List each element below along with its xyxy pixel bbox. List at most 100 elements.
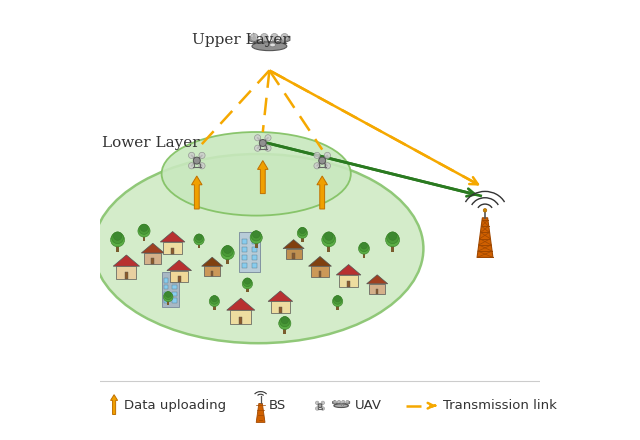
Circle shape xyxy=(223,246,232,253)
Circle shape xyxy=(255,135,260,141)
Polygon shape xyxy=(279,307,282,313)
Polygon shape xyxy=(239,316,243,323)
FancyArrow shape xyxy=(191,176,202,209)
Polygon shape xyxy=(271,301,290,313)
Circle shape xyxy=(199,152,205,158)
Polygon shape xyxy=(171,248,174,254)
Polygon shape xyxy=(211,271,214,276)
Circle shape xyxy=(242,279,253,289)
Polygon shape xyxy=(167,299,170,305)
Polygon shape xyxy=(292,253,295,259)
Circle shape xyxy=(281,33,289,41)
Circle shape xyxy=(243,278,252,286)
Circle shape xyxy=(195,234,204,242)
Circle shape xyxy=(196,234,202,240)
Text: Transmission link: Transmission link xyxy=(443,399,557,412)
Text: UAV: UAV xyxy=(355,399,382,412)
Polygon shape xyxy=(336,264,361,275)
Polygon shape xyxy=(256,403,265,422)
Circle shape xyxy=(164,292,172,300)
Circle shape xyxy=(271,33,278,41)
Polygon shape xyxy=(285,249,301,259)
Polygon shape xyxy=(308,257,332,266)
Polygon shape xyxy=(252,239,257,244)
Polygon shape xyxy=(347,281,350,287)
Polygon shape xyxy=(477,218,493,257)
Circle shape xyxy=(221,246,234,260)
Polygon shape xyxy=(342,401,349,407)
Circle shape xyxy=(265,135,271,141)
Ellipse shape xyxy=(161,132,351,216)
Polygon shape xyxy=(283,240,304,249)
Polygon shape xyxy=(252,255,257,260)
Polygon shape xyxy=(252,263,257,268)
Circle shape xyxy=(265,145,271,151)
Polygon shape xyxy=(319,271,321,277)
Polygon shape xyxy=(271,36,290,48)
Polygon shape xyxy=(226,255,229,264)
Circle shape xyxy=(333,400,337,403)
Text: Lower Layer: Lower Layer xyxy=(102,136,200,150)
Circle shape xyxy=(194,235,204,245)
Polygon shape xyxy=(301,235,303,242)
Polygon shape xyxy=(178,276,180,282)
Ellipse shape xyxy=(93,154,424,343)
Circle shape xyxy=(199,163,205,169)
Circle shape xyxy=(358,243,369,254)
Polygon shape xyxy=(339,275,358,287)
Circle shape xyxy=(250,231,262,244)
Polygon shape xyxy=(202,257,223,266)
Polygon shape xyxy=(246,286,248,293)
Polygon shape xyxy=(367,275,388,284)
Ellipse shape xyxy=(269,43,275,47)
Polygon shape xyxy=(144,253,161,264)
Circle shape xyxy=(260,33,268,41)
Polygon shape xyxy=(172,298,177,303)
Polygon shape xyxy=(116,242,119,252)
Ellipse shape xyxy=(341,404,344,406)
Circle shape xyxy=(113,232,122,240)
Polygon shape xyxy=(213,303,216,310)
Circle shape xyxy=(387,232,399,244)
Circle shape xyxy=(361,242,367,249)
Circle shape xyxy=(163,292,173,302)
Circle shape xyxy=(314,163,320,169)
Polygon shape xyxy=(143,233,145,241)
Polygon shape xyxy=(164,279,168,282)
Polygon shape xyxy=(172,279,177,282)
Polygon shape xyxy=(243,255,247,260)
Ellipse shape xyxy=(334,404,348,407)
Circle shape xyxy=(316,407,319,410)
Circle shape xyxy=(139,224,149,235)
Circle shape xyxy=(189,152,195,158)
Polygon shape xyxy=(227,298,255,310)
Polygon shape xyxy=(327,242,330,252)
Circle shape xyxy=(318,404,322,407)
Polygon shape xyxy=(312,266,328,277)
Polygon shape xyxy=(335,400,336,404)
Polygon shape xyxy=(337,303,339,310)
Circle shape xyxy=(210,296,219,304)
Circle shape xyxy=(253,231,260,238)
Polygon shape xyxy=(172,285,177,289)
Circle shape xyxy=(250,33,258,41)
Circle shape xyxy=(281,316,289,324)
Circle shape xyxy=(483,209,487,212)
Circle shape xyxy=(297,228,308,238)
Circle shape xyxy=(211,296,218,302)
Polygon shape xyxy=(125,272,128,279)
Circle shape xyxy=(388,232,397,240)
Circle shape xyxy=(112,232,124,244)
Circle shape xyxy=(385,233,399,247)
Polygon shape xyxy=(268,291,292,301)
Ellipse shape xyxy=(252,42,287,51)
Circle shape xyxy=(337,400,340,403)
Circle shape xyxy=(165,292,171,297)
Polygon shape xyxy=(255,240,258,248)
Polygon shape xyxy=(116,266,136,279)
Circle shape xyxy=(193,157,200,164)
Circle shape xyxy=(321,401,324,404)
Polygon shape xyxy=(363,251,365,258)
Polygon shape xyxy=(243,247,247,252)
Circle shape xyxy=(314,152,320,158)
